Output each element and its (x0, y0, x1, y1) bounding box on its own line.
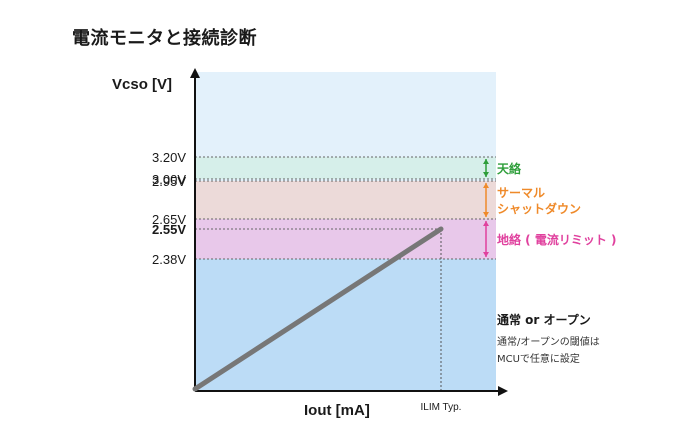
y-axis-label: Vcso [V] (112, 76, 172, 93)
band-label: 天絡 (497, 161, 522, 176)
band-bracket-arrow-top-1 (483, 183, 489, 188)
plot-background-normal-region (195, 259, 496, 391)
y-tick-label: 2.65V (152, 212, 186, 227)
normal-region-note: MCUで任意に設定 (497, 352, 580, 365)
band-bracket-arrow-bottom-0 (483, 172, 489, 177)
page-title: 電流モニタと接続診断 (72, 28, 257, 49)
band-label: 地絡 ( 電流リミット ) (497, 232, 617, 247)
band-bracket-arrow-bottom-1 (483, 212, 489, 217)
band-label: サーマル (497, 186, 545, 200)
x-axis-label: Iout [mA] (304, 402, 370, 419)
band-bracket-arrow-bottom-2 (483, 252, 489, 257)
normal-region-note: 通常/オープンの閾値は (497, 335, 600, 348)
y-tick-label: 2.55V (152, 222, 186, 237)
y-axis-arrow (190, 68, 200, 78)
band-0 (195, 157, 496, 179)
band-bracket-arrow-top-2 (483, 221, 489, 226)
y-tick-label: 3.00V (152, 172, 186, 187)
band-bracket-arrow-top-0 (483, 159, 489, 164)
band-1 (195, 181, 496, 219)
x-tick-label: ILIM Typ. (421, 402, 462, 413)
band-2 (195, 219, 496, 259)
y-tick-label: 2.38V (152, 252, 186, 267)
normal-region-title: 通常 or オープン (497, 312, 591, 327)
band-label: シャットダウン (497, 201, 581, 216)
y-tick-label: 3.20V (152, 150, 186, 165)
series-line (192, 226, 444, 392)
y-tick-label: 2.95V (152, 174, 186, 189)
x-axis-arrow (498, 386, 508, 396)
